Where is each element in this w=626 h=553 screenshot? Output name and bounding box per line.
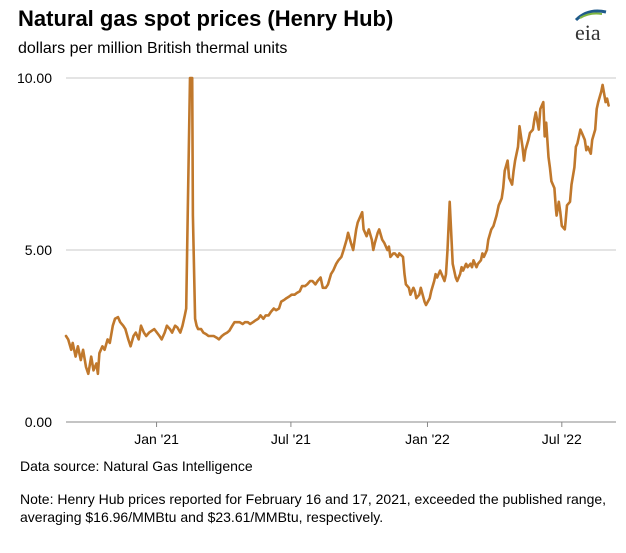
eia-logo: eia <box>574 9 607 45</box>
y-tick-label: 0.00 <box>25 414 52 430</box>
x-tick-label: Jul '21 <box>271 431 311 447</box>
data-source: Data source: Natural Gas Intelligence <box>20 458 253 474</box>
logo-swoosh-blue <box>574 9 607 22</box>
x-tick-label: Jan '22 <box>405 431 450 447</box>
price-chart: 0.00 5.00 10.00 Jan '21 Jul '21 Jan '22 Jul '2… <box>17 70 616 447</box>
series-layer <box>64 76 610 376</box>
price-series-line <box>64 76 610 376</box>
tick-labels: 0.00 5.00 10.00 Jan '21 Jul '21 Jan '22 Jul '2… <box>17 70 582 447</box>
x-tick-label: Jul '22 <box>542 431 582 447</box>
chart-note: Note: Henry Hub prices reported for Febr… <box>20 491 607 525</box>
x-tick-label: Jan '21 <box>134 431 179 447</box>
y-tick-label: 5.00 <box>25 242 52 258</box>
logo-text: eia <box>575 20 601 45</box>
grid-layer <box>66 77 616 427</box>
chart-title: Natural gas spot prices (Henry Hub) <box>18 6 394 31</box>
y-tick-label: 10.00 <box>17 70 52 86</box>
chart-subtitle: dollars per million British thermal unit… <box>18 40 288 57</box>
logo-swoosh-green <box>579 12 603 19</box>
